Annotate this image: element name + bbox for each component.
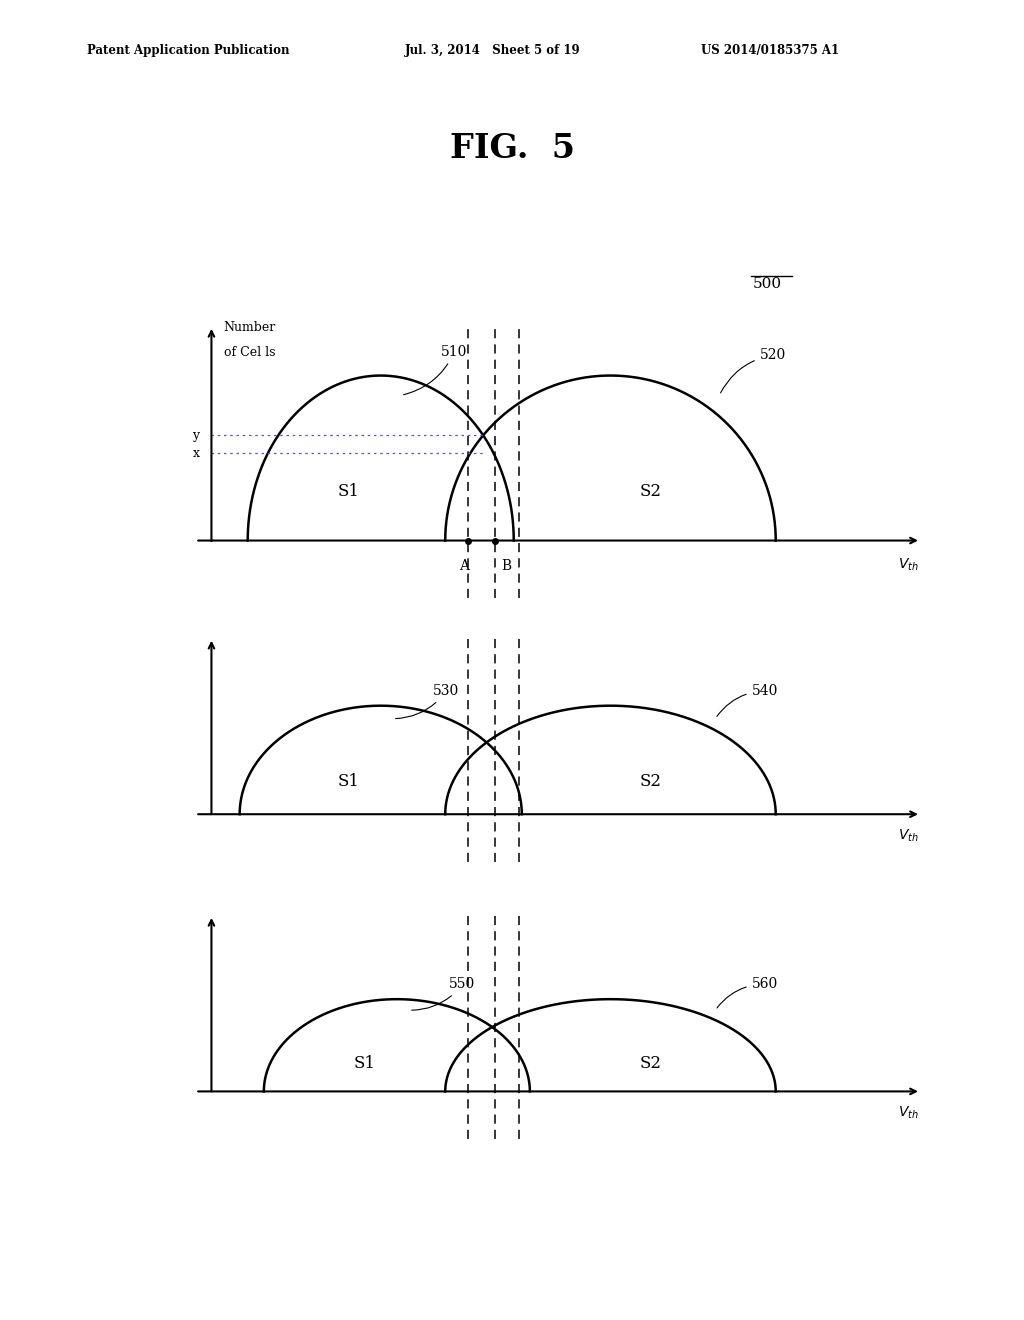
- Text: 560: 560: [717, 977, 778, 1008]
- Text: S2: S2: [640, 1055, 662, 1072]
- Text: Patent Application Publication: Patent Application Publication: [87, 44, 290, 57]
- Text: y: y: [193, 429, 200, 442]
- Text: of Cel ls: of Cel ls: [223, 346, 275, 359]
- Text: 500: 500: [753, 277, 781, 292]
- Text: Jul. 3, 2014   Sheet 5 of 19: Jul. 3, 2014 Sheet 5 of 19: [404, 44, 581, 57]
- Text: $V_{th}$: $V_{th}$: [898, 1105, 920, 1122]
- Text: A: A: [460, 560, 470, 573]
- Text: S2: S2: [640, 774, 662, 791]
- Text: US 2014/0185375 A1: US 2014/0185375 A1: [701, 44, 840, 57]
- Text: S1: S1: [353, 1055, 376, 1072]
- Text: FIG.  5: FIG. 5: [450, 132, 574, 165]
- Text: x: x: [193, 446, 200, 459]
- Text: S2: S2: [640, 483, 662, 499]
- Text: Number: Number: [223, 321, 275, 334]
- Text: S1: S1: [338, 483, 359, 499]
- Text: 520: 520: [721, 348, 785, 393]
- Text: $V_{th}$: $V_{th}$: [898, 828, 920, 845]
- Text: 510: 510: [403, 345, 468, 395]
- Text: 530: 530: [395, 684, 460, 718]
- Text: 550: 550: [412, 977, 475, 1010]
- Text: S1: S1: [338, 774, 359, 791]
- Text: $V_{th}$: $V_{th}$: [898, 557, 920, 573]
- Text: 540: 540: [717, 684, 778, 717]
- Text: B: B: [502, 560, 512, 573]
